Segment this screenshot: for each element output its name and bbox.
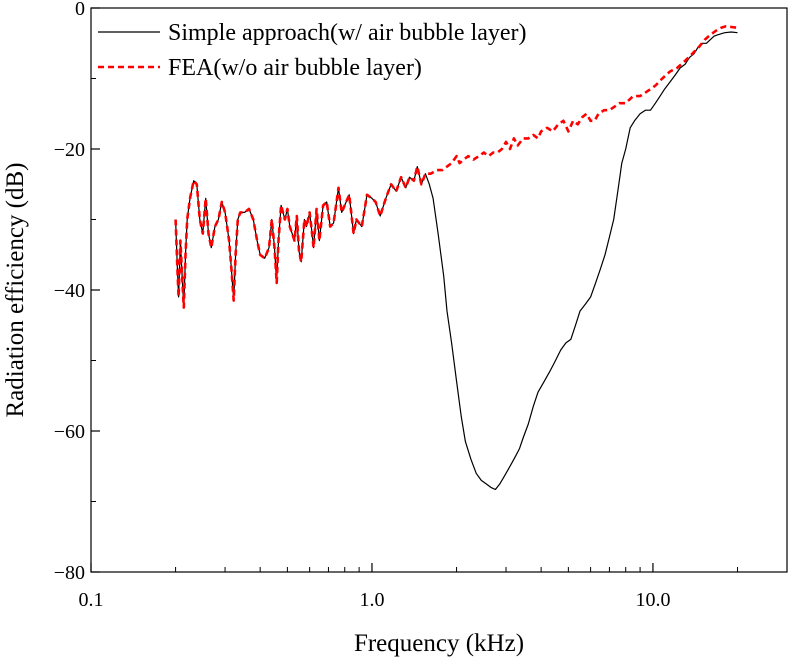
plot-frame [90, 7, 788, 573]
legend-label-simple-approach: Simple approach(w/ air bubble layer) [168, 20, 527, 46]
x-axis-ticks: 0.1 1.0 10.0 [79, 563, 739, 611]
y-axis-ticks: 0 −20 −40 −60 −80 [54, 0, 100, 584]
x-tick-label: 1.0 [359, 589, 384, 611]
series-lines [174, 25, 738, 491]
y-tick-label: −20 [54, 139, 85, 161]
series-line-simple-approach [175, 31, 738, 491]
y-tick-label: −40 [54, 280, 85, 302]
legend: Simple approach(w/ air bubble layer) FEA… [98, 20, 527, 81]
y-tick-label: −80 [54, 562, 85, 584]
legend-label-fea: FEA(w/o air bubble layer) [168, 55, 422, 81]
series-line-fea [174, 25, 738, 309]
y-tick-label: −60 [54, 421, 85, 443]
y-tick-label: 0 [75, 0, 85, 20]
x-tick-label: 10.0 [635, 589, 670, 611]
x-axis-title: Frequency (kHz) [354, 630, 524, 657]
x-tick-label: 0.1 [79, 589, 104, 611]
y-axis-title: Radiation efficiency (dB) [2, 162, 29, 417]
